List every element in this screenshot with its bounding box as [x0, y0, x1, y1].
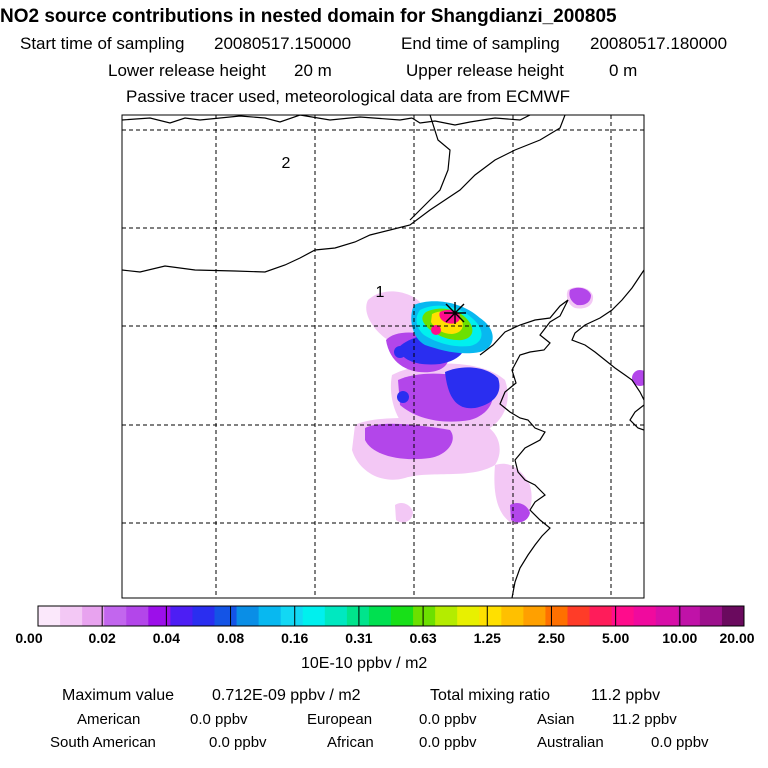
colorbar-swatch — [302, 606, 326, 626]
colorbar-swatch — [677, 606, 701, 626]
map-grid — [122, 115, 644, 598]
colorbar-swatch — [170, 606, 193, 626]
colorbar-swatch — [699, 606, 723, 626]
colorbar-tick-label: 1.25 — [473, 630, 501, 646]
coastlines — [122, 115, 644, 598]
region-value-asian: 11.2 ppbv — [612, 711, 677, 728]
colorbar-swatch — [236, 606, 260, 626]
region-name-african: African — [327, 734, 374, 751]
plume-layer — [352, 287, 644, 525]
border-top-east — [411, 115, 531, 126]
colorbar-swatch — [324, 606, 348, 626]
region-label-2: 2 — [282, 155, 291, 172]
max-value-label: Maximum value — [62, 687, 175, 704]
colorbar-swatch — [258, 606, 282, 626]
colorbar-swatch — [368, 606, 392, 626]
colorbar-swatch — [721, 606, 745, 626]
tracer-note: Passive tracer used, meteorological data… — [126, 87, 571, 106]
colorbar-swatch — [214, 606, 238, 626]
region-name-south-american: South American — [50, 734, 156, 751]
colorbar-swatch — [479, 606, 502, 626]
colorbar-tick-label: 0.04 — [152, 630, 180, 646]
upper-height-label: Upper release height — [406, 61, 564, 80]
colorbar-swatch — [192, 606, 215, 626]
lower-height-label: Lower release height — [108, 61, 266, 80]
upper-height-value: 0 m — [609, 61, 638, 80]
start-time-value: 20080517.150000 — [214, 34, 352, 53]
colorbar-swatch — [126, 606, 149, 626]
colorbar-swatch — [391, 606, 414, 626]
map-frame — [121, 114, 645, 599]
region-label-1: 1 — [376, 284, 385, 301]
region-value-australian: 0.0 ppbv — [651, 734, 709, 751]
colorbar-swatch — [457, 606, 480, 626]
plume-band-hotspot-2 — [431, 325, 441, 335]
colorbar-swatch — [501, 606, 524, 626]
colorbar-unit: 10E-10 ppbv / m2 — [301, 655, 428, 672]
start-time-label: Start time of sampling — [20, 34, 185, 53]
end-time-label: End time of sampling — [401, 34, 560, 53]
colorbar-swatch — [104, 606, 127, 626]
region-value-european: 0.0 ppbv — [419, 711, 477, 728]
colorbar-tick-label: 0.00 — [15, 630, 43, 646]
region-value-african: 0.0 ppbv — [419, 734, 477, 751]
max-value: 0.712E-09 ppbv / m2 — [212, 687, 361, 704]
colorbar-swatch — [523, 606, 546, 626]
colorbar-swatch — [567, 606, 591, 626]
region-name-asian: Asian — [537, 711, 575, 728]
colorbar-swatch — [148, 606, 171, 626]
colorbar-swatch — [611, 606, 635, 626]
colorbar-tick-label: 5.00 — [602, 630, 630, 646]
colorbar-tick-label: 0.02 — [88, 630, 116, 646]
colorbar-tick-label: 2.50 — [537, 630, 566, 646]
colorbar-swatch — [60, 606, 83, 626]
border-mongolia — [122, 115, 566, 273]
plume-blue-spot — [394, 346, 406, 358]
total-mixing-value: 11.2 ppbv — [591, 687, 661, 704]
receptor-marker — [444, 302, 466, 324]
colorbar-swatch — [280, 606, 304, 626]
region-value-south-american: 0.0 ppbv — [209, 734, 267, 751]
total-mixing-label: Total mixing ratio — [430, 687, 551, 704]
colorbar-swatch — [38, 606, 61, 626]
colorbar-swatch — [589, 606, 613, 626]
colorbar-swatch — [82, 606, 105, 626]
region-value-american: 0.0 ppbv — [190, 711, 248, 728]
colorbar-tick-label: 0.63 — [409, 630, 437, 646]
border-river — [409, 115, 451, 221]
colorbar-swatch — [545, 606, 568, 626]
chart-title: NO2 source contributions in nested domai… — [0, 6, 617, 27]
colorbar-tick-label: 0.31 — [345, 630, 373, 646]
colorbar-tick-label: 20.00 — [719, 630, 755, 646]
colorbar-frame — [37, 605, 745, 627]
colorbar-swatch — [435, 606, 458, 626]
end-time-value: 20080517.180000 — [590, 34, 728, 53]
region-name-australian: Australian — [537, 734, 604, 751]
region-name-american: American — [77, 711, 141, 728]
coast-korea-south — [629, 404, 644, 431]
border-top — [122, 115, 413, 124]
plume-edge-spot — [632, 370, 644, 386]
colorbar-swatch — [633, 606, 657, 626]
colorbar-swatch — [655, 606, 679, 626]
region-name-european: European — [307, 711, 373, 728]
colorbar-swatch — [346, 606, 370, 626]
lower-height-value: 20 m — [294, 61, 332, 80]
colorbar — [38, 606, 745, 626]
colorbar-tick-label: 0.16 — [281, 630, 309, 646]
coast-korea — [571, 269, 644, 401]
plume-blue-spot-2 — [397, 391, 409, 403]
colorbar-tick-label: 0.08 — [216, 630, 245, 646]
colorbar-swatch — [413, 606, 436, 626]
colorbar-tick-label: 10.00 — [662, 630, 698, 646]
